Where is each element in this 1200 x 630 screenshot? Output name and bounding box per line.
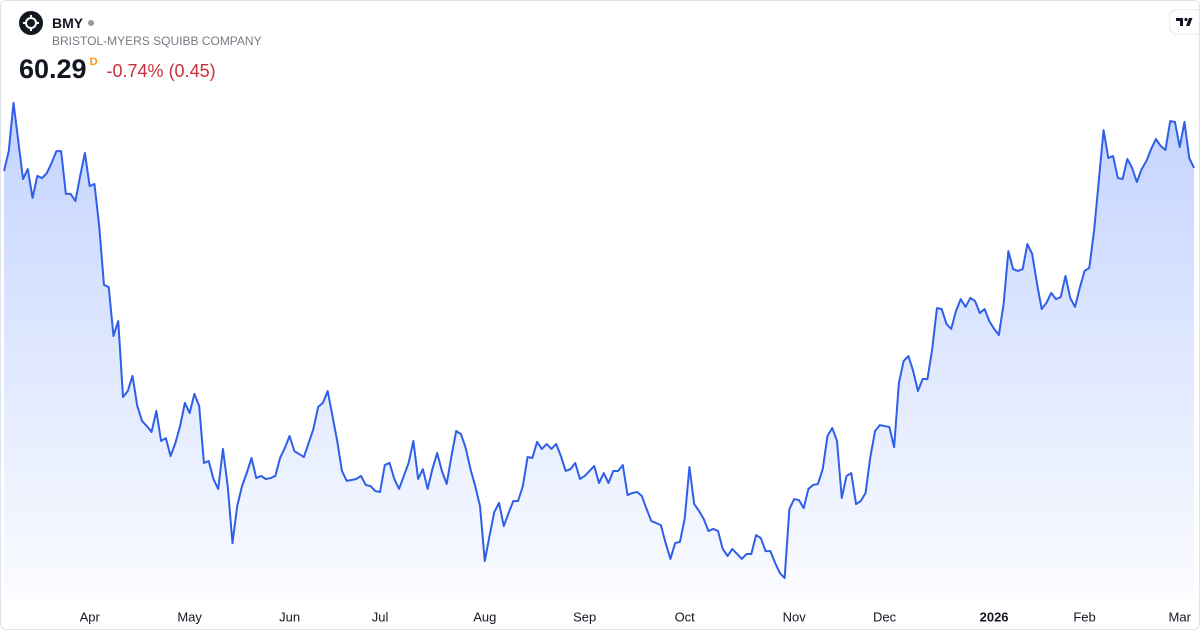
x-tick-label: Mar bbox=[1169, 609, 1192, 624]
x-tick-label: 2026 bbox=[980, 609, 1009, 624]
x-tick-label: Aug bbox=[473, 609, 496, 624]
x-tick-label: Apr bbox=[80, 609, 101, 624]
brand-logo[interactable] bbox=[1169, 9, 1199, 35]
x-tick-label: Jul bbox=[372, 609, 389, 624]
price-row: 60.29 D -0.74% (0.45) bbox=[19, 54, 262, 85]
x-tick-label: May bbox=[177, 609, 202, 624]
price-line bbox=[3, 101, 1195, 580]
company-name: BRISTOL-MYERS SQUIBB COMPANY bbox=[52, 34, 262, 48]
header: BMY BRISTOL-MYERS SQUIBB COMPANY 60.29 D… bbox=[19, 11, 262, 85]
area-fill bbox=[4, 102, 1194, 601]
symbol: BMY bbox=[52, 15, 84, 31]
x-tick-label: Nov bbox=[783, 609, 807, 624]
symbol-logo bbox=[19, 11, 43, 35]
symbol-row: BMY bbox=[19, 11, 262, 35]
change: -0.74% (0.45) bbox=[106, 61, 216, 81]
x-tick-label: Jun bbox=[279, 609, 300, 624]
x-tick-label: Dec bbox=[873, 609, 897, 624]
status-dot bbox=[88, 20, 95, 26]
x-tick-label: Sep bbox=[573, 609, 596, 624]
x-tick-label: Feb bbox=[1073, 609, 1095, 624]
x-tick-label: Oct bbox=[675, 609, 696, 624]
price: 60.29 bbox=[19, 54, 87, 84]
interval: D bbox=[89, 56, 98, 68]
